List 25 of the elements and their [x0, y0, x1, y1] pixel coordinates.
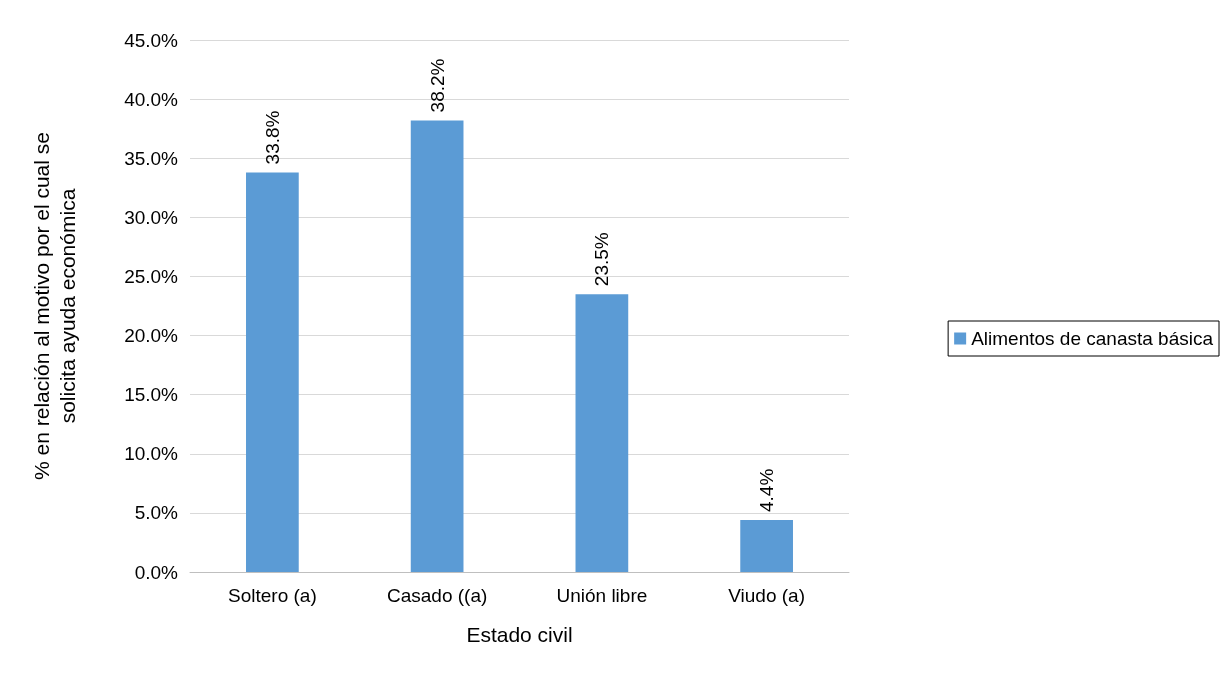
- data-label: 23.5%: [591, 232, 613, 287]
- bar: [575, 294, 629, 572]
- legend-label: Alimentos de canasta básica: [971, 328, 1214, 349]
- x-tick-label: Soltero (a): [228, 585, 317, 606]
- bar: [410, 120, 464, 572]
- y-tick-label: 25.0%: [124, 265, 179, 287]
- y-tick-label: 40.0%: [124, 88, 179, 110]
- y-axis-title: % en relación al motivo por el cual se solicita ayuda económica: [29, 132, 79, 480]
- data-label: 33.8%: [261, 110, 283, 165]
- y-tick-label: 45.0%: [124, 29, 179, 51]
- x-tick-label: Unión libre: [556, 585, 648, 606]
- y-tick-label: 10.0%: [124, 443, 179, 465]
- bar: [740, 519, 793, 572]
- y-tick-label: 5.0%: [134, 502, 179, 524]
- data-label: 38.2%: [426, 58, 448, 113]
- y-tick-label: 30.0%: [124, 206, 179, 228]
- data-label: 4.4%: [756, 468, 778, 512]
- x-axis-title: Estado civil: [466, 623, 573, 646]
- y-tick-label: 0.0%: [134, 561, 179, 583]
- x-tick-label: Casado ((a): [386, 585, 488, 606]
- y-tick-label: 35.0%: [124, 147, 179, 169]
- bar: [246, 172, 299, 572]
- y-tick-label: 15.0%: [124, 384, 179, 406]
- y-tick-label: 20.0%: [124, 325, 179, 347]
- x-tick-label: Viudo (a): [728, 585, 806, 606]
